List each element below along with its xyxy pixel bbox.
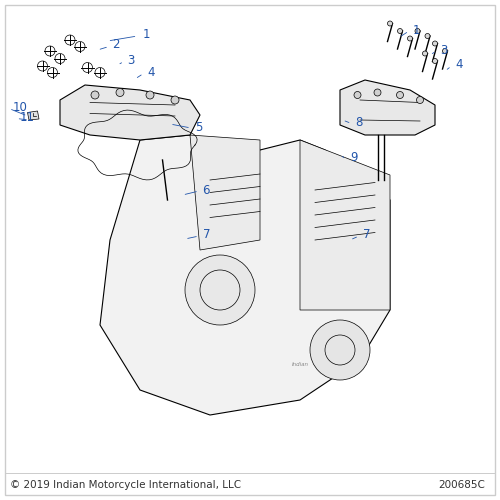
Circle shape bbox=[415, 28, 420, 34]
Polygon shape bbox=[28, 111, 39, 120]
Text: © 2019 Indian Motorcycle International, LLC: © 2019 Indian Motorcycle International, … bbox=[10, 480, 241, 490]
Text: 4: 4 bbox=[148, 66, 155, 79]
Circle shape bbox=[396, 92, 404, 98]
Polygon shape bbox=[300, 140, 390, 310]
Circle shape bbox=[310, 320, 370, 380]
Text: 4: 4 bbox=[455, 58, 462, 71]
Text: 11: 11 bbox=[20, 111, 35, 124]
Circle shape bbox=[432, 58, 438, 64]
Text: 9: 9 bbox=[350, 151, 358, 164]
Text: 5: 5 bbox=[195, 121, 202, 134]
Circle shape bbox=[185, 255, 255, 325]
Polygon shape bbox=[340, 80, 435, 135]
Text: 3: 3 bbox=[128, 54, 135, 66]
Text: 1: 1 bbox=[412, 24, 420, 36]
Circle shape bbox=[171, 96, 179, 104]
Circle shape bbox=[374, 89, 381, 96]
Circle shape bbox=[442, 48, 448, 54]
Circle shape bbox=[354, 92, 361, 98]
Circle shape bbox=[388, 21, 392, 26]
Text: 1: 1 bbox=[142, 28, 150, 42]
Text: 6: 6 bbox=[202, 184, 210, 196]
Text: 3: 3 bbox=[440, 44, 448, 57]
Polygon shape bbox=[100, 135, 390, 415]
Text: 7: 7 bbox=[202, 228, 210, 241]
Circle shape bbox=[416, 96, 424, 103]
Text: 2: 2 bbox=[112, 38, 120, 52]
Polygon shape bbox=[60, 85, 200, 140]
Polygon shape bbox=[190, 135, 260, 250]
Circle shape bbox=[425, 34, 430, 38]
Circle shape bbox=[422, 51, 428, 56]
Circle shape bbox=[146, 91, 154, 99]
Circle shape bbox=[398, 28, 402, 34]
Text: 10: 10 bbox=[12, 101, 28, 114]
Circle shape bbox=[91, 91, 99, 99]
Circle shape bbox=[432, 41, 438, 46]
Text: 7: 7 bbox=[362, 228, 370, 241]
Text: 200685C: 200685C bbox=[438, 480, 485, 490]
Circle shape bbox=[408, 36, 412, 41]
Circle shape bbox=[116, 88, 124, 96]
Text: Indian: Indian bbox=[292, 362, 308, 368]
Text: 8: 8 bbox=[355, 116, 362, 129]
